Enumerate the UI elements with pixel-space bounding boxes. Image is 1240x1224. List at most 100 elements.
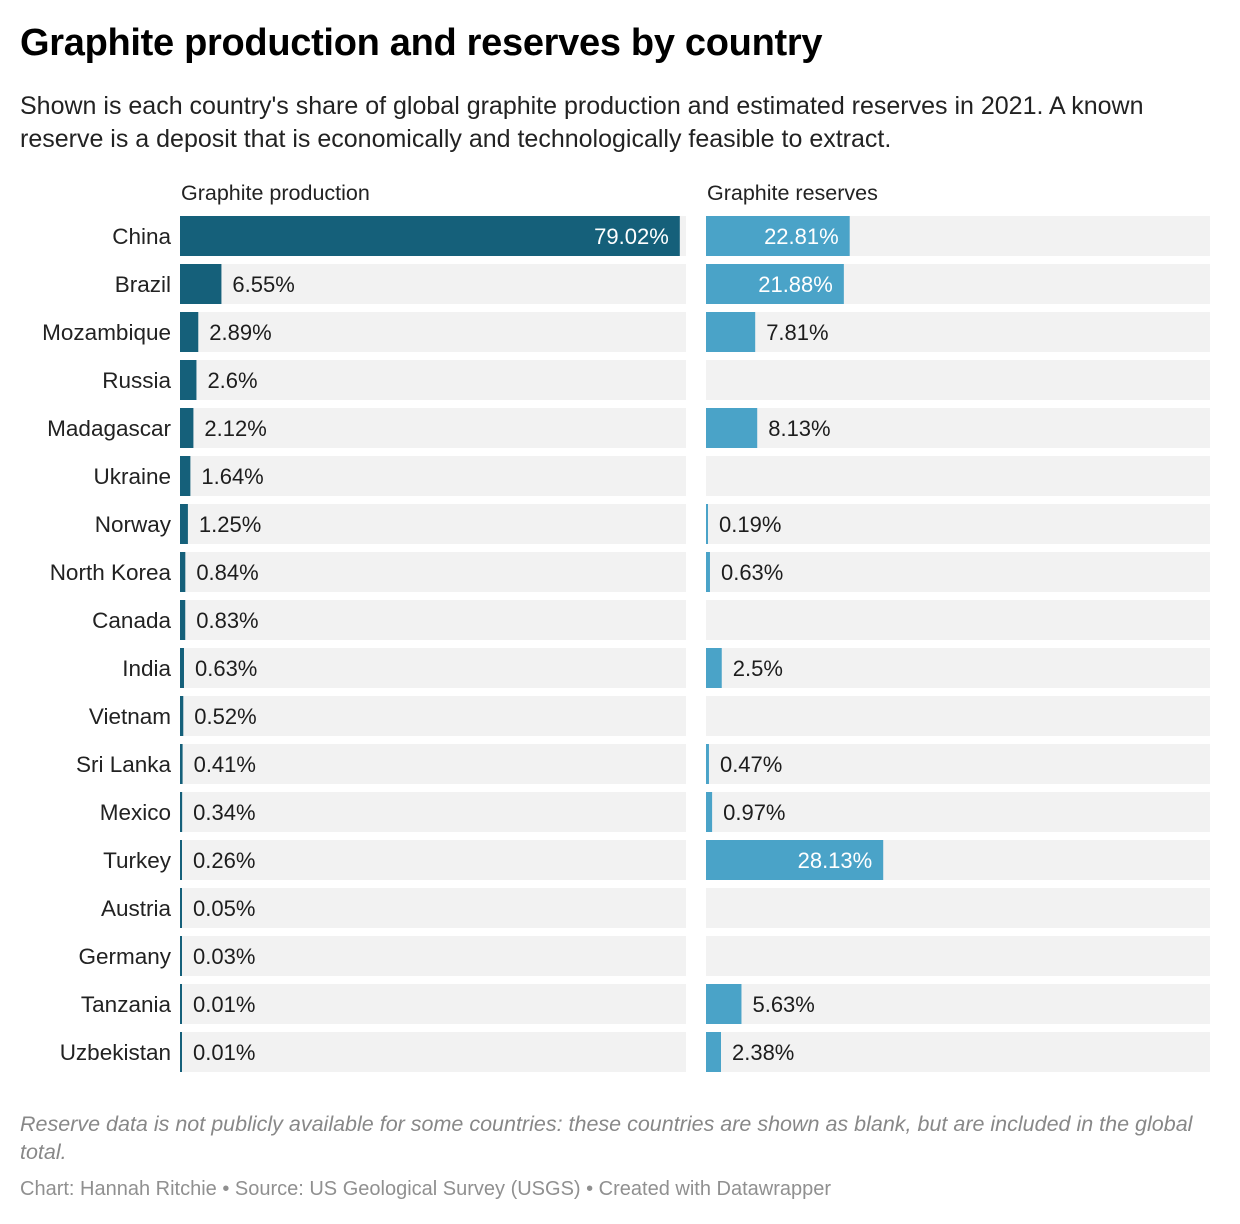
data-label-production-north-korea: 0.84% bbox=[196, 560, 258, 585]
bar-track-production bbox=[180, 696, 686, 736]
bar-track-reserves bbox=[706, 408, 1210, 448]
bar-production-mozambique bbox=[180, 312, 199, 352]
data-label-reserves-madagascar: 8.13% bbox=[768, 416, 830, 441]
category-label-vietnam: Vietnam bbox=[89, 704, 171, 729]
bar-reserves-tanzania bbox=[706, 984, 742, 1024]
bar-track-reserves bbox=[706, 456, 1210, 496]
data-label-reserves-sri-lanka: 0.47% bbox=[720, 752, 782, 777]
bar-production-austria bbox=[180, 888, 182, 928]
category-label-russia: Russia bbox=[102, 368, 171, 393]
bar-chart: Graphite production Graphite reserves Chin… bbox=[42, 181, 1210, 1072]
bar-track-production bbox=[180, 984, 686, 1024]
category-label-madagascar: Madagascar bbox=[47, 416, 171, 441]
data-label-production-mozambique: 2.89% bbox=[209, 320, 271, 345]
data-label-production-russia: 2.6% bbox=[207, 368, 257, 393]
bar-track-production bbox=[180, 360, 686, 400]
bar-reserves-brazil bbox=[706, 264, 844, 304]
data-label-production-ukraine: 1.64% bbox=[201, 464, 263, 489]
data-label-reserves-north-korea: 0.63% bbox=[721, 560, 783, 585]
bar-track-production bbox=[180, 1032, 686, 1072]
bar-reserves-mozambique bbox=[706, 312, 756, 352]
category-label-turkey: Turkey bbox=[103, 848, 172, 873]
bar-track-production bbox=[180, 936, 686, 976]
data-label-reserves-india: 2.5% bbox=[733, 656, 783, 681]
bar-production-brazil bbox=[180, 264, 222, 304]
data-label-production-canada: 0.83% bbox=[196, 608, 258, 633]
data-label-production-norway: 1.25% bbox=[199, 512, 261, 537]
bar-track-reserves bbox=[706, 936, 1210, 976]
data-label-production-mexico: 0.34% bbox=[193, 800, 255, 825]
data-label-reserves-china: 22.81% bbox=[764, 224, 839, 249]
data-label-production-india: 0.63% bbox=[195, 656, 257, 681]
bar-track-production bbox=[180, 792, 686, 832]
bar-track-production bbox=[180, 840, 686, 880]
series-header-reserves: Graphite reserves bbox=[707, 181, 878, 205]
bar-track-reserves bbox=[706, 696, 1210, 736]
bar-production-germany bbox=[180, 936, 182, 976]
chart-subtitle: Shown is each country's share of global … bbox=[20, 92, 1144, 153]
bar-track-reserves bbox=[706, 792, 1210, 832]
bar-production-mexico bbox=[180, 792, 183, 832]
data-label-production-sri-lanka: 0.41% bbox=[194, 752, 256, 777]
bar-track-reserves bbox=[706, 648, 1210, 688]
bar-production-canada bbox=[180, 600, 186, 640]
category-label-uzbekistan: Uzbekistan bbox=[60, 1040, 171, 1065]
bar-track-reserves bbox=[706, 888, 1210, 928]
bar-track-reserves bbox=[706, 552, 1210, 592]
category-label-tanzania: Tanzania bbox=[81, 992, 172, 1017]
bar-production-sri-lanka bbox=[180, 744, 183, 784]
data-label-reserves-mozambique: 7.81% bbox=[766, 320, 828, 345]
bar-reserves-uzbekistan bbox=[706, 1032, 721, 1072]
category-label-norway: Norway bbox=[95, 512, 172, 537]
bar-production-ukraine bbox=[180, 456, 191, 496]
bar-track-reserves bbox=[706, 984, 1210, 1024]
bar-track-production bbox=[180, 504, 686, 544]
bar-reserves-turkey bbox=[706, 840, 884, 880]
bar-reserves-mexico bbox=[706, 792, 713, 832]
bar-reserves-india bbox=[706, 648, 722, 688]
category-label-austria: Austria bbox=[101, 896, 172, 921]
bar-track-production bbox=[180, 744, 686, 784]
data-label-reserves-norway: 0.19% bbox=[719, 512, 781, 537]
data-label-production-turkey: 0.26% bbox=[193, 848, 255, 873]
category-label-brazil: Brazil bbox=[115, 272, 171, 297]
bar-production-norway bbox=[180, 504, 188, 544]
bar-track-production bbox=[180, 552, 686, 592]
category-label-china: China bbox=[112, 224, 171, 249]
bar-reserves-norway bbox=[706, 504, 708, 544]
data-label-production-uzbekistan: 0.01% bbox=[193, 1040, 255, 1065]
bar-track-production bbox=[180, 600, 686, 640]
chart-title: Graphite production and reserves by coun… bbox=[20, 22, 823, 64]
bar-track-reserves bbox=[706, 360, 1210, 400]
bar-track-reserves bbox=[706, 504, 1210, 544]
data-label-production-brazil: 6.55% bbox=[232, 272, 294, 297]
bar-track-reserves bbox=[706, 744, 1210, 784]
bar-track-production bbox=[180, 408, 686, 448]
bar-reserves-madagascar bbox=[706, 408, 758, 448]
bar-reserves-sri-lanka bbox=[706, 744, 709, 784]
bar-reserves-north-korea bbox=[706, 552, 710, 592]
data-label-production-germany: 0.03% bbox=[193, 944, 255, 969]
chart-notes: Reserve data is not publicly available f… bbox=[20, 1112, 1193, 1164]
bar-track-production bbox=[180, 456, 686, 496]
category-label-sri-lanka: Sri Lanka bbox=[76, 752, 172, 777]
data-label-production-tanzania: 0.01% bbox=[193, 992, 255, 1017]
bar-track-reserves bbox=[706, 312, 1210, 352]
bar-track-production bbox=[180, 312, 686, 352]
category-label-north-korea: North Korea bbox=[50, 560, 172, 585]
bar-production-india bbox=[180, 648, 184, 688]
category-label-mozambique: Mozambique bbox=[42, 320, 171, 345]
data-label-reserves-mexico: 0.97% bbox=[723, 800, 785, 825]
bar-reserves-china bbox=[706, 216, 850, 256]
data-label-production-china: 79.02% bbox=[594, 224, 669, 249]
bar-production-vietnam bbox=[180, 696, 184, 736]
data-label-reserves-brazil: 21.88% bbox=[758, 272, 833, 297]
bar-production-uzbekistan bbox=[180, 1032, 182, 1072]
bar-track-reserves bbox=[706, 600, 1210, 640]
category-label-mexico: Mexico bbox=[100, 800, 171, 825]
data-label-production-madagascar: 2.12% bbox=[204, 416, 266, 441]
data-label-reserves-turkey: 28.13% bbox=[798, 848, 873, 873]
bar-production-turkey bbox=[180, 840, 182, 880]
data-label-reserves-uzbekistan: 2.38% bbox=[732, 1040, 794, 1065]
bar-production-tanzania bbox=[180, 984, 182, 1024]
